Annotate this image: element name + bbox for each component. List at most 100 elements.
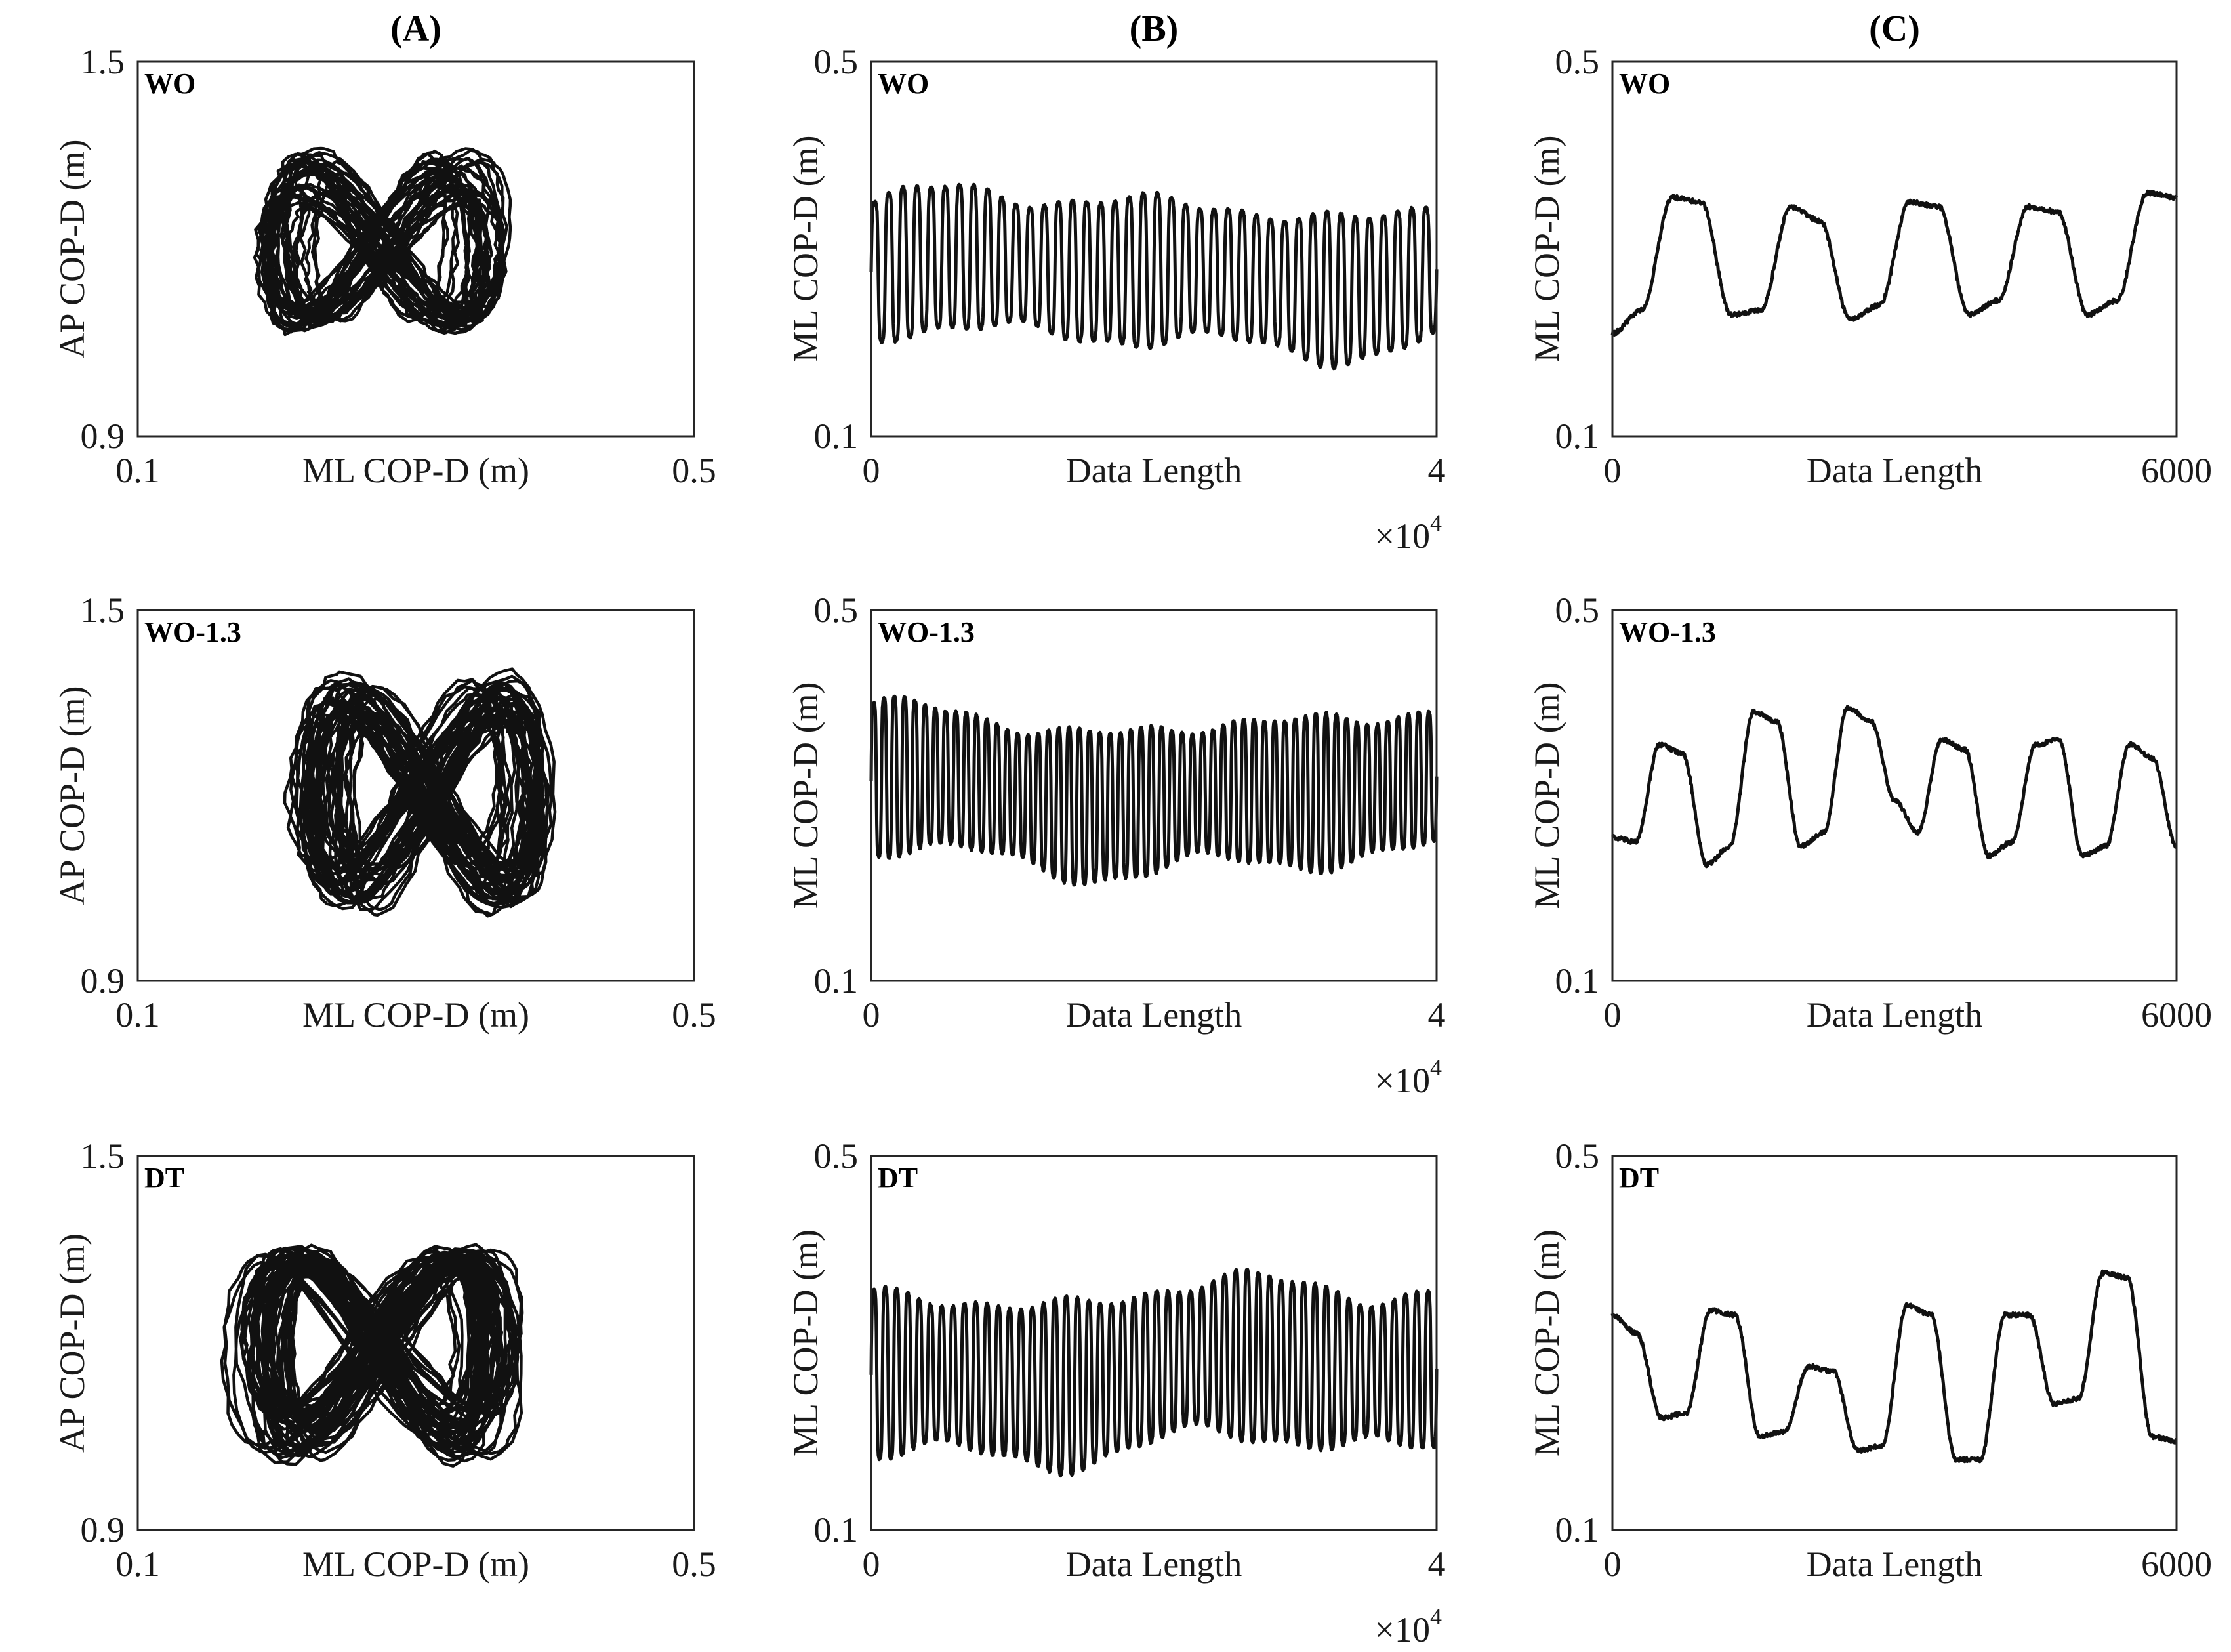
y-tick-label: 0.1 (1555, 961, 1600, 1001)
y-tick-label: 0.9 (81, 417, 125, 456)
condition-label: WO (1619, 68, 1670, 100)
plot-frame (1611, 1155, 2178, 1531)
x-axis-multiplier-exponent: 4 (1430, 510, 1442, 536)
x-axis-label: Data Length (1807, 1544, 1982, 1584)
y-tick-label: 0.9 (81, 961, 125, 1001)
y-axis-label: ML COP-D (m) (1527, 682, 1566, 909)
x-axis-multiplier: ×104 (1375, 1603, 1442, 1649)
condition-label: WO-1.3 (878, 616, 975, 648)
y-tick-label: 0.1 (1555, 1510, 1600, 1550)
x-tick-label: 6000 (2141, 995, 2212, 1035)
phase-trajectory-line (253, 146, 512, 337)
y-tick-label: 0.1 (1555, 417, 1600, 456)
ml-series-line (869, 694, 1439, 887)
y-tick-label: 0.5 (814, 1136, 859, 1176)
x-axis-multiplier-exponent: 4 (1430, 1054, 1442, 1081)
y-axis-label: ML COP-D (m) (786, 136, 825, 363)
subplot-2-1: WO-1.3 0.9 1.5 0.1 0.5 ML COP-D (m) AP COP-D (… (52, 590, 716, 1035)
x-tick-label: 0 (863, 1544, 880, 1584)
subplot-2-2: WO-1.3 0.1 0.5 0 4 Data Length ML COP-D (m) ×10… (786, 590, 1446, 1100)
y-tick-label: 0.5 (814, 42, 859, 81)
x-tick-label: 0.5 (672, 995, 716, 1035)
x-axis-label: Data Length (1807, 995, 1982, 1035)
subplot-1-1: WO 0.9 1.5 0.1 0.5 ML COP-D (m) AP COP-D (m) (52, 42, 716, 490)
condition-label: DT (878, 1162, 918, 1194)
plot-frame (870, 60, 1438, 438)
y-axis-label: ML COP-D (m) (1527, 136, 1566, 363)
condition-label: WO (144, 68, 195, 100)
x-tick-label: 0.1 (115, 451, 160, 490)
x-tick-label: 6000 (2141, 1544, 2212, 1584)
plot-frame (136, 609, 695, 982)
ml-zoom-series-line (1610, 705, 2178, 869)
y-tick-label: 1.5 (81, 1136, 125, 1176)
condition-label: WO (878, 68, 929, 100)
ml-series-line (869, 182, 1439, 371)
subplot-1-3: WO 0.1 0.5 0 6000 Data Length ML COP-D (m) (1527, 42, 2212, 490)
x-tick-label: 0 (1604, 995, 1622, 1035)
x-axis-multiplier: ×104 (1375, 1054, 1442, 1100)
plot-frame (1611, 60, 2178, 438)
x-tick-label: 0.1 (115, 995, 160, 1035)
subplot-3-1: DT 0.9 1.5 0.1 0.5 ML COP-D (m) AP COP-D (m) (52, 1136, 716, 1584)
x-tick-label: 0 (1604, 451, 1622, 490)
y-tick-label: 0.5 (814, 590, 859, 630)
y-tick-label: 1.5 (81, 590, 125, 630)
plot-frame (1611, 609, 2178, 982)
x-axis-multiplier-exponent: 4 (1430, 1603, 1442, 1630)
condition-label: WO-1.3 (1619, 616, 1716, 648)
x-axis-multiplier: ×104 (1375, 510, 1442, 556)
x-tick-label: 4 (1428, 451, 1446, 490)
y-axis-label: ML COP-D (m) (1527, 1229, 1566, 1456)
plot-frame (136, 60, 695, 438)
y-tick-label: 0.9 (81, 1510, 125, 1550)
ml-zoom-series-line (1610, 189, 2179, 337)
x-tick-label: 0 (1604, 1544, 1622, 1584)
x-axis-label: Data Length (1066, 451, 1242, 490)
y-axis-label: AP COP-D (m) (52, 1233, 92, 1453)
x-axis-label: ML COP-D (m) (302, 995, 529, 1035)
ml-series-line (869, 1268, 1439, 1478)
y-axis-label: ML COP-D (m) (786, 682, 825, 909)
y-tick-label: 0.5 (1555, 590, 1600, 630)
x-tick-label: 4 (1428, 995, 1446, 1035)
column-title: (A) (390, 9, 441, 49)
x-axis-label: Data Length (1807, 451, 1982, 490)
y-tick-label: 0.5 (1555, 1136, 1600, 1176)
subplot-3-3: DT 0.1 0.5 0 6000 Data Length ML COP-D (m) (1527, 1136, 2212, 1584)
y-axis-label: ML COP-D (m) (786, 1229, 825, 1456)
condition-label: WO-1.3 (144, 616, 241, 648)
phase-trajectory-line (220, 1243, 524, 1468)
x-tick-label: 0 (863, 451, 880, 490)
y-axis-label: AP COP-D (m) (52, 686, 92, 905)
y-tick-label: 0.5 (1555, 42, 1600, 81)
x-axis-multiplier-base: ×10 (1375, 1610, 1430, 1649)
y-axis-label: AP COP-D (m) (52, 139, 92, 358)
x-tick-label: 0.5 (672, 1544, 716, 1584)
plot-frame (870, 609, 1438, 982)
condition-label: DT (1619, 1162, 1659, 1194)
y-tick-label: 0.1 (814, 961, 859, 1001)
x-tick-label: 0.5 (672, 451, 716, 490)
x-axis-multiplier-base: ×10 (1375, 516, 1430, 556)
subplot-2-3: WO-1.3 0.1 0.5 0 6000 Data Length ML COP-D (m) (1527, 590, 2212, 1035)
phase-trajectory-line (283, 667, 557, 918)
x-tick-label: 0.1 (115, 1544, 160, 1584)
x-axis-label: Data Length (1066, 995, 1242, 1035)
x-tick-label: 4 (1428, 1544, 1446, 1584)
x-axis-label: ML COP-D (m) (302, 451, 529, 490)
y-tick-label: 0.1 (814, 417, 859, 456)
x-axis-label: Data Length (1066, 1544, 1242, 1584)
column-title: (C) (1869, 9, 1920, 49)
ml-zoom-series-line (1610, 1269, 2178, 1464)
y-tick-label: 1.5 (81, 42, 125, 81)
x-tick-label: 0 (863, 995, 880, 1035)
plot-frame (136, 1155, 695, 1531)
x-axis-multiplier-base: ×10 (1375, 1061, 1430, 1100)
column-title: (B) (1130, 9, 1179, 49)
x-tick-label: 6000 (2141, 451, 2212, 490)
x-axis-label: ML COP-D (m) (302, 1544, 529, 1584)
